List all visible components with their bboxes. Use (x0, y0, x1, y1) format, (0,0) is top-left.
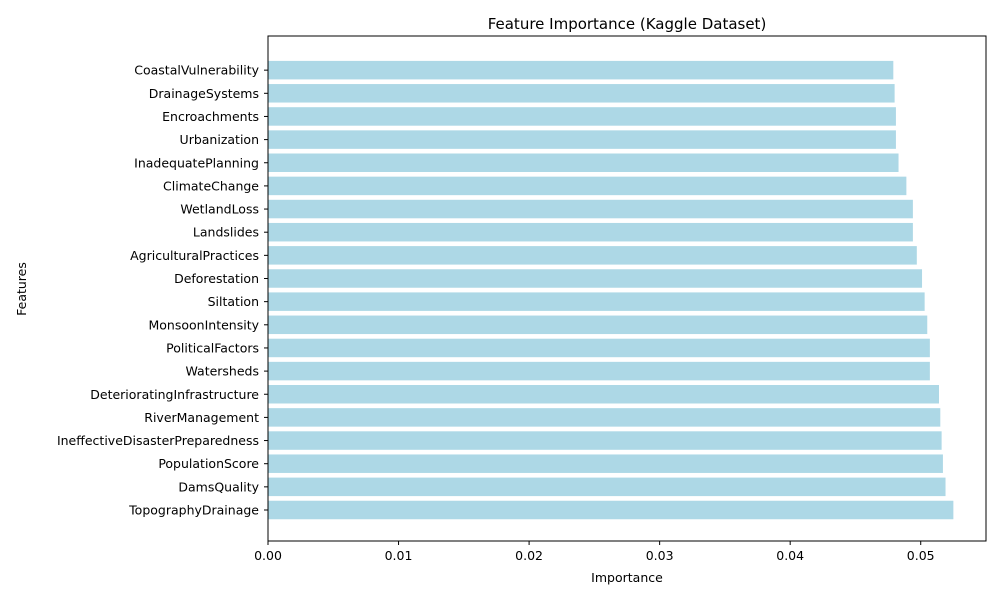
x-tick-label: 0.04 (776, 548, 804, 563)
bar-IneffectiveDisasterPreparedness (268, 431, 942, 450)
bar-TopographyDrainage (268, 500, 954, 520)
chart-title: Feature Importance (Kaggle Dataset) (488, 15, 767, 33)
y-tick-label: Landslides (193, 225, 259, 240)
y-tick-label: Deforestation (174, 271, 259, 286)
y-tick-label: Encroachments (162, 109, 259, 124)
bar-Siltation (268, 292, 925, 311)
x-tick-label: 0.05 (907, 548, 935, 563)
y-tick-label: DeterioratingInfrastructure (90, 387, 259, 402)
y-tick-label: RiverManagement (144, 410, 259, 425)
y-tick-label: InadequatePlanning (134, 155, 259, 170)
bar-InadequatePlanning (268, 153, 899, 172)
y-tick-label: DamsQuality (178, 479, 259, 494)
bar-Urbanization (268, 130, 896, 149)
y-tick-label: CoastalVulnerability (134, 63, 259, 78)
y-tick-label: Watersheds (185, 364, 259, 379)
bar-Landslides (268, 222, 913, 242)
x-tick-label: 0.02 (515, 548, 543, 563)
bar-AgriculturalPractices (268, 246, 917, 265)
bar-RiverManagement (268, 408, 941, 427)
bar-Deforestation (268, 269, 923, 288)
y-tick-label: Siltation (208, 294, 259, 309)
bar-DrainageSystems (268, 84, 895, 103)
y-tick-label: IneffectiveDisasterPreparedness (57, 433, 259, 448)
bar-PoliticalFactors (268, 338, 930, 358)
x-axis-label: Importance (591, 570, 663, 585)
x-ticks-group: 0.00 0.01 0.02 0.03 0.04 0.05 (254, 541, 935, 563)
y-tick-label: Urbanization (180, 132, 259, 147)
bar-ClimateChange (268, 176, 907, 196)
bar-Watersheds (268, 361, 930, 381)
bars-group (268, 60, 954, 520)
x-tick-label: 0.00 (254, 548, 282, 563)
y-tick-label: DrainageSystems (149, 86, 259, 101)
y-tick-label: AgriculturalPractices (130, 248, 259, 263)
bar-MonsoonIntensity (268, 315, 928, 335)
y-tick-label: MonsoonIntensity (149, 317, 260, 332)
y-tick-label: ClimateChange (163, 178, 259, 193)
y-tick-labels-group: TopographyDrainage DamsQuality PopulationS… (57, 63, 268, 518)
y-tick-label: TopographyDrainage (128, 503, 259, 518)
y-tick-label: PoliticalFactors (166, 340, 259, 355)
bar-DeterioratingInfrastructure (268, 385, 940, 404)
bar-DamsQuality (268, 477, 946, 497)
y-tick-label: PopulationScore (158, 456, 259, 471)
y-tick-label: WetlandLoss (180, 202, 259, 217)
bar-WetlandLoss (268, 199, 913, 219)
y-axis-label: Features (14, 262, 29, 316)
bar-PopulationScore (268, 454, 943, 473)
plot-frame (267, 35, 987, 542)
x-tick-label: 0.03 (646, 548, 674, 563)
bar-CoastalVulnerability (268, 60, 894, 80)
bar-Encroachments (268, 107, 896, 126)
x-tick-label: 0.01 (385, 548, 413, 563)
